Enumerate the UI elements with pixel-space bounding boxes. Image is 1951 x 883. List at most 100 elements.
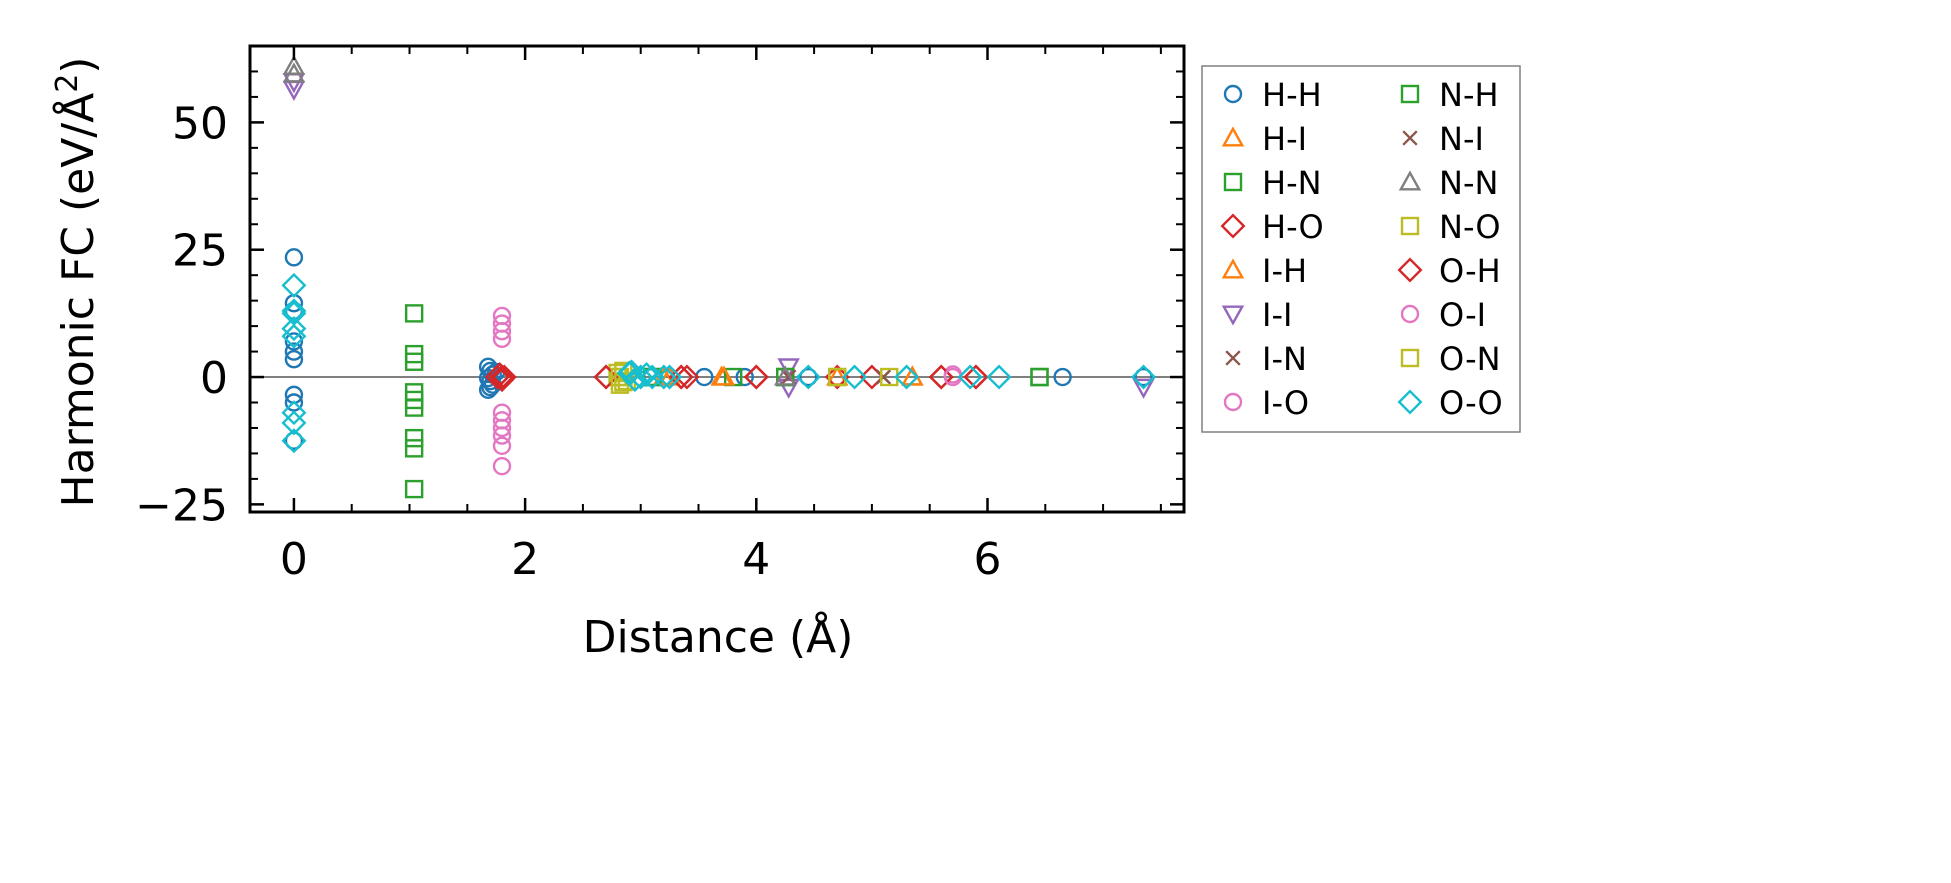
data-point-o-h [489,364,515,390]
legend-marker-i-o [1223,392,1243,412]
data-point-i-o [492,436,512,455]
data-point-o-o [281,272,307,298]
data-point-h-o [674,364,700,390]
legend-box [1201,65,1521,433]
data-point-n-n [282,62,306,83]
legend-marker-i-i [1221,305,1245,326]
data-point-o-o [281,323,307,349]
data-point-i-i [1132,378,1155,399]
series-o-o [281,272,1157,454]
legend-label-h-i: H-I [1262,120,1307,158]
data-point-o-o [639,364,665,390]
legend-label-i-h: I-H [1262,252,1307,290]
data-point-o-o [657,364,683,390]
data-point-o-o [633,361,659,387]
legend-marker-n-o [1400,216,1420,236]
data-point-o-o [628,364,654,390]
data-point-n-n [282,54,306,75]
legend-marker-n-i [1402,130,1418,146]
data-point-h-h [284,332,304,351]
plot-frame [248,44,1186,514]
data-point-i-o [492,322,512,341]
y-tick-label: −25 [135,480,228,531]
legend-label-n-n: N-N [1439,164,1498,202]
data-point-h-n [404,304,424,323]
y-axis-label: Harmonic FC (eV/Å2) [50,57,104,508]
legend-label-o-h: O-H [1439,252,1501,290]
series-h-n [404,304,1049,499]
legend-label-h-h: H-H [1262,76,1322,114]
data-point-i-h [712,365,736,386]
series-i-o [492,306,963,476]
legend-marker-n-h [1400,84,1420,104]
y-tick-label: 50 [172,98,228,149]
data-point-h-h [799,367,818,387]
data-point-h-n [404,439,424,458]
data-point-n-h [1030,367,1049,387]
data-point-o-o [1131,364,1157,390]
legend-label-o-n: O-N [1439,340,1501,378]
data-point-i-i [777,378,800,399]
legend-label-n-h: N-H [1439,76,1499,114]
series-h-h [284,248,1153,450]
data-point-o-o [842,364,868,390]
legend-label-h-n: H-N [1262,164,1322,202]
x-axis-label: Distance (Å) [583,610,854,663]
legend-marker-o-o [1397,389,1423,415]
y-tick-label: 25 [172,226,228,277]
legend-label-n-o: N-O [1439,208,1501,246]
series-i-i [282,73,1155,399]
data-point-i-o [492,329,512,349]
data-point-n-n [773,365,797,386]
data-point-o-h [963,364,989,390]
y-tick-label: 0 [200,353,228,404]
data-point-h-h [1134,367,1153,387]
legend-marker-h-o [1220,213,1246,239]
legend: H-H H-I H-N H-O I-H I-I I-N I-O N-H N-I N-N N-O O-H O… [1201,65,1521,433]
plot-markers [250,54,1184,499]
x-tick-label: 6 [973,534,1001,585]
data-point-o-h [743,364,769,390]
legend-marker-n-n [1398,170,1422,191]
legend-marker-i-h [1221,258,1245,279]
y-axis-label-superscript: 2 [50,74,85,93]
legend-marker-o-n [1400,348,1420,368]
data-point-o-o [281,428,307,454]
x-tick-label: 0 [280,534,308,585]
data-point-o-o [618,359,644,385]
legend-marker-h-h [1223,84,1243,104]
data-point-n-i [875,369,892,385]
series-n-n [282,54,797,386]
data-point-o-o [894,364,920,390]
x-tick-label: 4 [742,534,770,585]
data-point-h-h [284,342,304,361]
legend-marker-h-n [1223,172,1243,192]
data-point-o-h [593,364,619,390]
data-point-o-o [281,410,307,436]
data-point-i-o [492,456,512,476]
data-point-h-n [404,352,424,371]
data-point-o-o [795,364,821,390]
legend-label-i-i: I-I [1262,296,1292,334]
data-point-h-n [404,479,424,499]
x-tick-label: 2 [511,534,539,585]
legend-marker-h-i [1221,126,1245,147]
data-point-o-o [281,400,307,426]
legend-label-o-i: O-I [1439,296,1486,334]
data-point-h-h [284,248,304,267]
data-point-h-n [404,398,424,417]
legend-marker-o-i [1400,304,1420,324]
data-point-o-o [957,364,983,390]
data-point-h-n [404,428,424,448]
legend-label-i-o: I-O [1262,384,1309,422]
data-point-h-h [284,350,304,369]
legend-label-n-i: N-I [1439,120,1484,158]
legend-label-i-n: I-N [1262,340,1307,378]
legend-label-o-o: O-O [1439,384,1503,422]
legend-marker-i-n [1225,350,1241,366]
y-axis-label-main: Harmonic FC (eV/Å [51,93,104,508]
data-point-h-h [1053,367,1072,387]
data-point-i-o [492,426,512,445]
axes-layer: 0 2 4 6 −25 0 25 50 [135,44,1186,585]
